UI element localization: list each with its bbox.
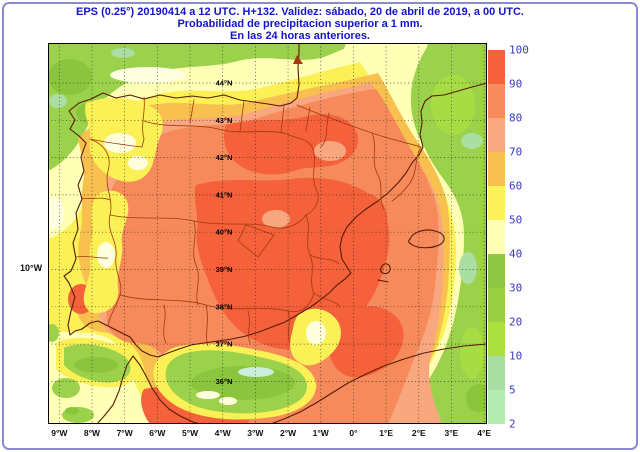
green-cadiz-core [74, 357, 118, 373]
colorbar-tick-label: 10 [509, 349, 523, 363]
map-title: EPS (0.25°) 20190414 a 12 UTC. H+132. Va… [0, 6, 600, 42]
field-90pct-med-streak [328, 306, 404, 378]
lon-axis-label: 5°W [181, 428, 199, 438]
sage-gulf-lion [461, 133, 483, 149]
green-gulf-lion-bright [431, 75, 475, 135]
green-east-bright [460, 327, 484, 379]
lat-grid-label: 41°N [216, 190, 233, 199]
colorbar-segment-5-10 [488, 356, 505, 390]
colorbar-tick-label: 60 [509, 179, 523, 193]
lat-grid-label: 39°N [216, 265, 233, 274]
colorbar-tick-label: 5 [509, 383, 516, 397]
lat-grid-label: 40°N [216, 228, 233, 237]
lon-axis-label: 2°W [279, 428, 297, 438]
cream-biscay-band [110, 67, 186, 83]
colorbar-segment-60-70 [488, 152, 505, 186]
colorbar-segment-10-20 [488, 322, 505, 356]
lon-axis-label: 7°W [116, 428, 133, 438]
title-line-2: Probabilidad de precipitacion superior a… [177, 18, 423, 30]
coastline-iberia-france [63, 43, 487, 358]
cream-alboran-spot1 [196, 391, 220, 399]
cream-galicia-spot2 [128, 156, 148, 170]
lon-axis-label: 3°E [444, 428, 459, 438]
mint-alboran-spot [238, 367, 274, 377]
colorbar-tick-label: 70 [509, 145, 523, 159]
coast-corner-marker [293, 55, 303, 64]
colorbar-segment-30-40 [488, 254, 505, 288]
field-90pct-valencia [337, 192, 388, 258]
colorbar-segment-40-50 [488, 220, 505, 254]
colorbar-tick-label: 30 [509, 281, 523, 295]
coastline-africa-atlantic [96, 355, 134, 424]
lon-axis-label: 3°W [247, 428, 264, 438]
colorbar-segment-2-5 [488, 390, 505, 424]
sage-east-strip [459, 252, 477, 284]
lat-grid-label: 42°N [216, 153, 233, 162]
lon-axis-label: 8°W [83, 428, 101, 438]
lon-axis-label: 1°E [379, 428, 393, 438]
colorbar-segment-80-90 [488, 84, 505, 118]
cream-galicia-spot1 [104, 133, 136, 153]
map-canvas: 44°N 43°N 42°N 41°N 40°N 39°N 38°N 37°N 36°N [48, 43, 487, 424]
green-nw-core [48, 59, 92, 95]
lon-axis-label: 4°W [214, 428, 231, 438]
colorbar-tick-label: 2 [509, 417, 516, 431]
salmon-hole-center [262, 210, 290, 228]
colorbar-segment-50-60 [488, 186, 505, 220]
title-line-1: EPS (0.25°) 20190414 a 12 UTC. H+132. Va… [76, 6, 524, 18]
green-east-dark [466, 384, 487, 412]
cream-se-spot [306, 321, 326, 345]
colorbar-tick-label: 20 [509, 315, 523, 329]
lon-axis-label: 0° [349, 428, 358, 438]
salmon-hole-soria [314, 141, 346, 161]
green-sw-core [65, 407, 79, 415]
colorbar: 100 90 80 70 60 50 40 30 20 10 5 2 [488, 44, 529, 431]
cream-alboran-spot2 [219, 397, 237, 405]
sage-nw-spot [49, 94, 67, 108]
probability-map: 44°N 43°N 42°N 41°N 40°N 39°N 38°N 37°N 36°N [48, 43, 487, 424]
lat-grid-label: 38°N [216, 302, 233, 311]
coastline-formentera [377, 279, 389, 283]
colorbar-segment-70-80 [488, 118, 505, 152]
lat-grid-label: 44°N [216, 79, 233, 88]
admin-borders [75, 55, 422, 347]
sage-biscay-spot [111, 48, 135, 58]
colorbar-tick-label: 40 [509, 247, 523, 261]
colorbar-tick-label: 50 [509, 213, 523, 227]
graticule: 44°N 43°N 42°N 41°N 40°N 39°N 38°N 37°N 36°N [48, 43, 487, 424]
coastline-africa-med [132, 343, 487, 424]
lon-axis-label: 1°W [312, 428, 329, 438]
green-algarve-edge [48, 324, 59, 342]
lon-axis: 9°W 8°W 7°W 6°W 5°W 4°W 3°W 2°W 1°W 0° 1°E 2°E 3°E 4°… [0, 428, 640, 440]
lon-axis-label: 6°W [149, 428, 166, 438]
lat-grid-label: 37°N [216, 340, 233, 349]
lon-label-left-edge: 10°W [20, 263, 43, 273]
colorbar-tick-label: 100 [509, 43, 529, 57]
coastline-mallorca [408, 229, 445, 249]
lat-grid-label: 43°N [216, 116, 233, 125]
title-line-3: En las 24 horas anteriores. [229, 30, 370, 42]
cream-west-edge-spot [48, 197, 64, 229]
lon-axis-label: 4°E [477, 428, 492, 438]
colorbar-tick-label: 90 [509, 77, 523, 91]
colorbar-tick-label: 80 [509, 111, 523, 125]
green-sw-spot1 [52, 378, 80, 398]
colorbar-segment-20-30 [488, 288, 505, 322]
map-border [48, 43, 487, 424]
lon-axis-label: 2°E [411, 428, 426, 438]
colorbar-segment-90-100 [488, 50, 505, 84]
lon-axis-label: 9°W [51, 428, 68, 438]
lat-grid-label: 36°N [216, 377, 233, 386]
cream-portugal-spot [97, 242, 115, 268]
